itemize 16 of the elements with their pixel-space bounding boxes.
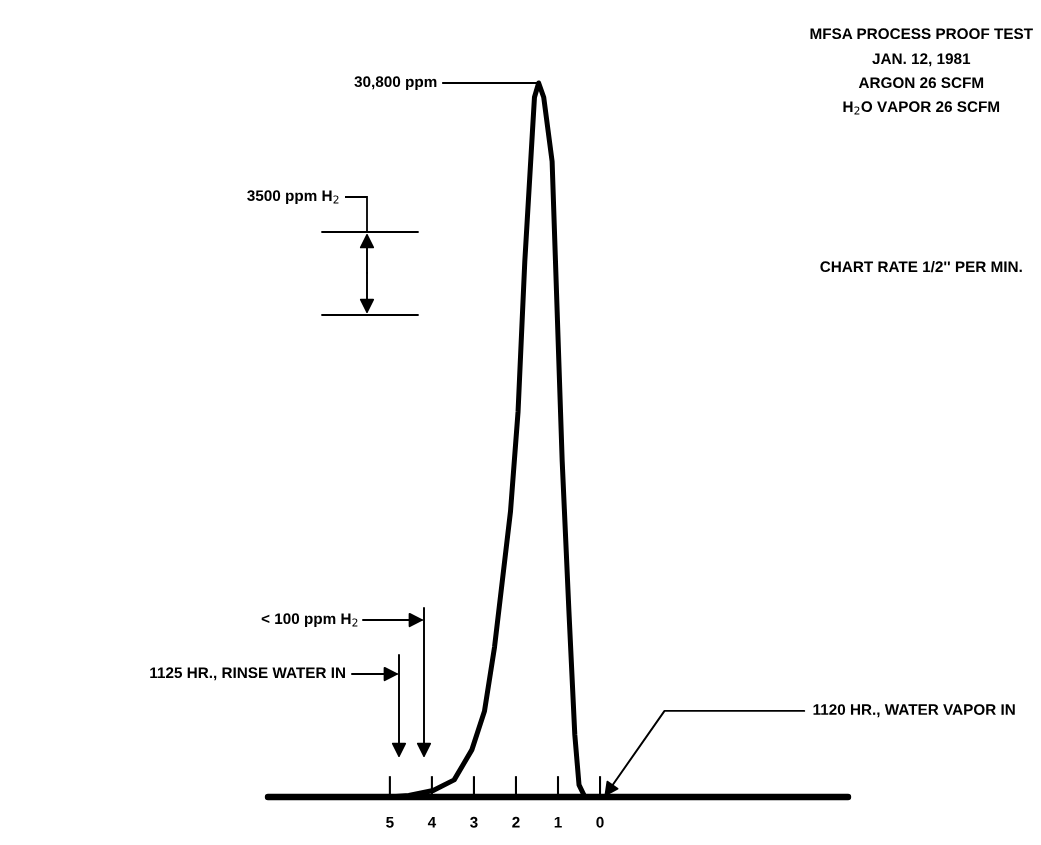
x-tick-label: 1 — [554, 817, 562, 828]
x-tick-label: 4 — [427, 817, 437, 828]
x-tick-label: 5 — [386, 817, 394, 828]
text: JAN. 12, 1981 — [872, 53, 971, 67]
annotation: 1120 HR., WATER VAPOR IN — [813, 704, 1015, 718]
x-tick-label: 0 — [596, 816, 604, 828]
annotation: 3500 ppm H$_{2}$ — [247, 190, 339, 205]
text: MFSA PROCESS PROOF TEST — [810, 28, 1033, 40]
annotation: H$_{2}$O VAPOR 26 SCFM — [843, 101, 1000, 115]
annotation: 1125 HR., RINSE WATER IN — [150, 667, 345, 681]
annotation: < 100 ppm H$_{2}$ — [261, 613, 358, 628]
x-tick-label: 3 — [470, 816, 478, 828]
annotation: CHART RATE 1/2'' PER MIN. — [820, 260, 1022, 273]
annotation: 30,800 ppm — [354, 76, 437, 91]
x-tick-label: 2 — [512, 816, 520, 828]
text: ARGON 26 SCFM — [858, 77, 984, 89]
